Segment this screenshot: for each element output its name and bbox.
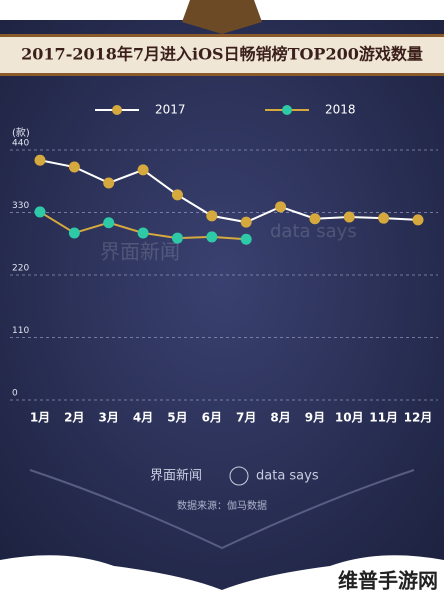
ornament bbox=[29, 469, 415, 550]
data-point bbox=[240, 233, 252, 245]
data-point bbox=[206, 231, 218, 243]
data-point bbox=[309, 213, 321, 225]
data-point bbox=[137, 164, 149, 176]
chart-title: 2017-2018年7月进入iOS日畅销榜TOP200游戏数量 bbox=[21, 45, 423, 64]
data-point bbox=[103, 217, 115, 229]
site-mark: 维普手游网 bbox=[338, 569, 438, 593]
legend-marker bbox=[282, 105, 292, 115]
legend-label: 2018 bbox=[325, 103, 356, 117]
data-point bbox=[34, 206, 46, 218]
y-tick-label: 220 bbox=[12, 264, 29, 274]
data-point bbox=[137, 227, 149, 239]
data-point bbox=[240, 216, 252, 228]
banner-edge bbox=[0, 73, 444, 76]
data-point bbox=[103, 177, 115, 189]
x-tick-label: 8月 bbox=[270, 411, 290, 425]
series-line bbox=[39, 159, 419, 224]
legend-label: 2017 bbox=[155, 103, 186, 117]
data-point bbox=[275, 201, 287, 213]
legend-marker bbox=[112, 105, 122, 115]
watermark: 界面新闻 bbox=[100, 240, 180, 264]
x-tick-label: 4月 bbox=[133, 411, 153, 425]
data-point bbox=[34, 154, 46, 166]
y-tick-label: 0 bbox=[12, 389, 18, 399]
footer-logo: 界面新闻 bbox=[150, 468, 202, 484]
data-point bbox=[206, 210, 218, 222]
data-point bbox=[378, 212, 390, 224]
crest bbox=[182, 0, 262, 34]
x-tick-label: 5月 bbox=[167, 411, 187, 425]
data-point bbox=[68, 227, 80, 239]
data-point bbox=[343, 211, 355, 223]
data-point bbox=[171, 232, 183, 244]
x-tick-label: 12月 bbox=[404, 411, 433, 425]
x-tick-label: 2月 bbox=[64, 411, 84, 425]
brand-icon bbox=[229, 466, 249, 486]
data-point bbox=[412, 214, 424, 226]
data-point bbox=[171, 189, 183, 201]
y-tick-label: 110 bbox=[12, 326, 29, 336]
x-tick-label: 6月 bbox=[202, 411, 222, 425]
y-tick-label: 440 bbox=[12, 139, 29, 149]
x-tick-label: 7月 bbox=[236, 411, 256, 425]
title-banner bbox=[0, 36, 444, 74]
footer-source: 数据来源：伽马数据 bbox=[177, 499, 267, 512]
x-tick-label: 1月 bbox=[30, 411, 50, 425]
x-tick-label: 11月 bbox=[369, 411, 398, 425]
banner-edge bbox=[0, 34, 444, 37]
footer-brand: data says bbox=[256, 469, 319, 484]
x-tick-label: 10月 bbox=[335, 411, 364, 425]
frame bbox=[0, 20, 444, 590]
x-tick-label: 9月 bbox=[305, 411, 325, 425]
watermark: data says bbox=[270, 221, 357, 242]
y-tick-label: 330 bbox=[12, 201, 29, 211]
data-point bbox=[68, 161, 80, 173]
x-tick-label: 3月 bbox=[99, 411, 119, 425]
y-axis-label: (款) bbox=[12, 126, 30, 139]
